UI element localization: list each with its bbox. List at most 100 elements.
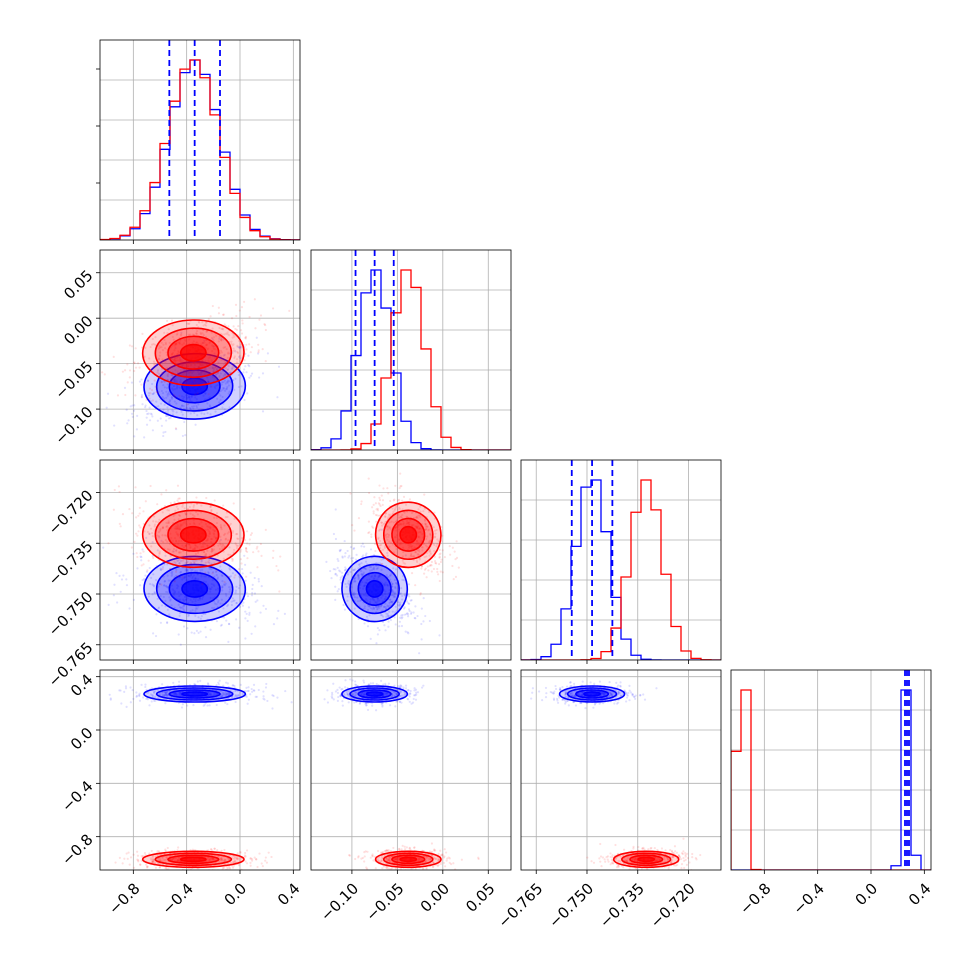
sample-point-red (246, 550, 249, 554)
sample-point-blue (169, 416, 172, 419)
sample-point-red (351, 523, 354, 527)
sample-point-red (389, 856, 392, 860)
sample-point-blue (147, 595, 150, 598)
sample-point-blue (211, 606, 214, 610)
sample-point-red (148, 387, 152, 390)
sample-point-red (123, 857, 126, 860)
sample-point-blue (394, 581, 398, 585)
sample-point-blue (334, 537, 338, 541)
sample-point-blue (157, 607, 160, 610)
sample-point-red (371, 525, 374, 528)
sample-point-blue (374, 600, 377, 604)
sample-point-red (224, 537, 228, 540)
sample-point-red (153, 362, 156, 365)
sample-point-red (418, 558, 422, 561)
sample-point-blue (180, 410, 183, 414)
sample-point-red (261, 865, 264, 868)
sample-point-blue (222, 684, 225, 687)
sample-point-red (180, 524, 183, 527)
sample-point-red (231, 531, 234, 534)
sample-point-blue (166, 691, 169, 694)
sample-point-blue (239, 347, 242, 350)
sample-point-red (452, 578, 455, 581)
sample-point-blue (211, 338, 214, 341)
sample-point-red (196, 513, 199, 516)
sample-point-red (152, 860, 155, 863)
sample-point-red (189, 545, 192, 549)
sample-point-red (136, 850, 139, 853)
sample-point-red (158, 552, 161, 556)
sample-point-blue (172, 589, 175, 592)
sample-point-blue (399, 684, 403, 687)
sample-point-red (156, 371, 159, 374)
sample-point-red (158, 550, 161, 553)
sample-point-red (177, 858, 180, 861)
sample-point-blue (250, 594, 254, 597)
sample-point-blue (172, 593, 176, 596)
sample-point-blue (330, 577, 333, 580)
sample-point-blue (254, 600, 257, 603)
sample-point-blue (239, 357, 242, 360)
sample-point-blue (330, 695, 333, 698)
sample-point-red (158, 346, 162, 349)
sample-point-blue (221, 589, 224, 592)
sample-point-blue (203, 703, 206, 706)
sample-point-blue (339, 695, 342, 698)
sample-point-blue (355, 553, 358, 556)
sample-point-red (430, 570, 433, 573)
sample-point-blue (391, 585, 394, 588)
sample-point-blue (408, 695, 411, 698)
sample-point-blue (162, 408, 165, 411)
sample-point-red (220, 358, 223, 362)
sample-point-red (158, 551, 161, 554)
sample-point-blue (165, 590, 168, 594)
sample-point-red (398, 486, 401, 490)
sample-point-red (184, 379, 187, 383)
sample-point-blue (246, 702, 249, 705)
sample-point-red (439, 570, 442, 573)
sample-point-red (378, 544, 382, 547)
sample-point-red (235, 533, 238, 536)
sample-point-red (173, 857, 176, 860)
sample-point-blue (375, 567, 378, 570)
sample-point-red (428, 548, 431, 551)
sample-point-red (193, 522, 196, 526)
sample-point-blue (200, 560, 203, 563)
sample-point-red (136, 858, 139, 861)
sample-point-red (229, 861, 232, 864)
sample-point-red (198, 321, 201, 324)
sample-point-blue (349, 570, 352, 574)
sample-point-red (152, 360, 156, 363)
sample-point-blue (155, 613, 158, 616)
sample-point-blue (171, 588, 174, 591)
sample-point-blue (336, 699, 339, 702)
sample-point-red (177, 846, 180, 849)
sample-point-red (385, 525, 389, 529)
sample-point-red (145, 398, 148, 401)
sample-point-blue (178, 692, 182, 695)
sample-point-blue (438, 634, 441, 637)
sample-point-red (234, 542, 237, 545)
sample-point-blue (406, 689, 410, 692)
sample-point-red (208, 858, 211, 862)
sample-point-red (419, 593, 422, 596)
sample-point-blue (398, 700, 401, 703)
sample-point-blue (386, 692, 389, 695)
sample-point-red (160, 345, 163, 349)
sample-point-red (387, 516, 390, 519)
panel-1-0 (96, 249, 301, 454)
sample-point-blue (173, 388, 177, 391)
sample-point-red (160, 493, 163, 496)
sample-point-red (149, 857, 152, 860)
sample-point-blue (254, 625, 257, 628)
sample-point-red (401, 844, 404, 847)
sample-point-blue (162, 431, 165, 434)
sample-point-red (145, 865, 149, 868)
sample-point-blue (378, 605, 381, 608)
sample-point-blue (385, 573, 388, 577)
sample-point-red (388, 527, 391, 530)
sample-point-blue (184, 595, 187, 598)
sample-point-blue (332, 698, 335, 701)
sample-point-blue (339, 578, 342, 581)
sample-point-blue (392, 591, 395, 594)
